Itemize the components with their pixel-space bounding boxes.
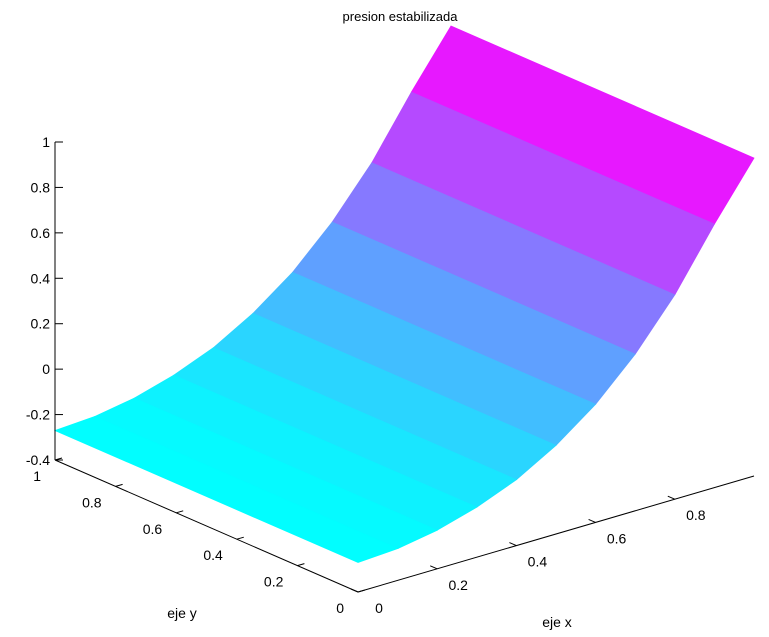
z-tick-label: 0 <box>42 361 50 377</box>
x-tick-label: 0 <box>375 600 383 616</box>
axes <box>54 142 755 593</box>
x-tick-mark <box>588 518 596 523</box>
z-ticks: -0.4 -0.2 0 0.2 0.4 0.6 0.8 1 <box>26 134 63 468</box>
surface-strip <box>53 416 399 563</box>
x-axis-line <box>357 475 755 593</box>
y-tick-mark <box>236 536 244 540</box>
z-tick-label: 1 <box>42 134 50 150</box>
z-tick-label: -0.2 <box>26 407 50 423</box>
z-tick-label: 0.8 <box>31 179 51 195</box>
y-ticks: 0 0.2 0.4 0.6 0.8 1 <box>33 457 366 616</box>
y-tick-label: 0.6 <box>143 521 163 537</box>
surface <box>53 25 755 563</box>
z-tick-label: -0.4 <box>26 452 50 468</box>
x-tick-label: 0.6 <box>607 530 627 546</box>
x-tick-mark <box>430 565 438 570</box>
y-tick-label: 0.2 <box>264 574 284 590</box>
z-tick-label: 0.2 <box>31 316 51 332</box>
y-axis-line <box>54 459 359 593</box>
chart-title: presion estabilizada <box>343 9 459 24</box>
x-tick-mark <box>350 588 359 593</box>
x-ticks: 0 0.2 0.4 0.6 0.8 <box>350 495 706 616</box>
z-tick-label: 0.6 <box>31 225 51 241</box>
y-axis-label: eje y <box>167 605 197 621</box>
y-tick-mark <box>54 457 63 461</box>
x-tick-label: 0.4 <box>528 554 548 570</box>
y-tick-label: 1 <box>33 468 41 484</box>
y-tick-label: 0.4 <box>203 547 223 563</box>
x-tick-label: 0.2 <box>448 577 468 593</box>
x-tick-label: 0.8 <box>686 507 706 523</box>
y-tick-label: 0.8 <box>82 494 102 510</box>
y-tick-mark <box>357 589 366 593</box>
x-tick-mark <box>509 542 517 547</box>
z-tick-label: 0.4 <box>31 270 51 286</box>
y-tick-label: 0 <box>336 600 344 616</box>
x-axis-label: eje x <box>542 614 572 630</box>
x-tick-mark <box>667 495 675 500</box>
y-tick-mark <box>176 510 184 514</box>
y-tick-mark <box>115 483 123 487</box>
y-tick-mark <box>297 563 305 567</box>
